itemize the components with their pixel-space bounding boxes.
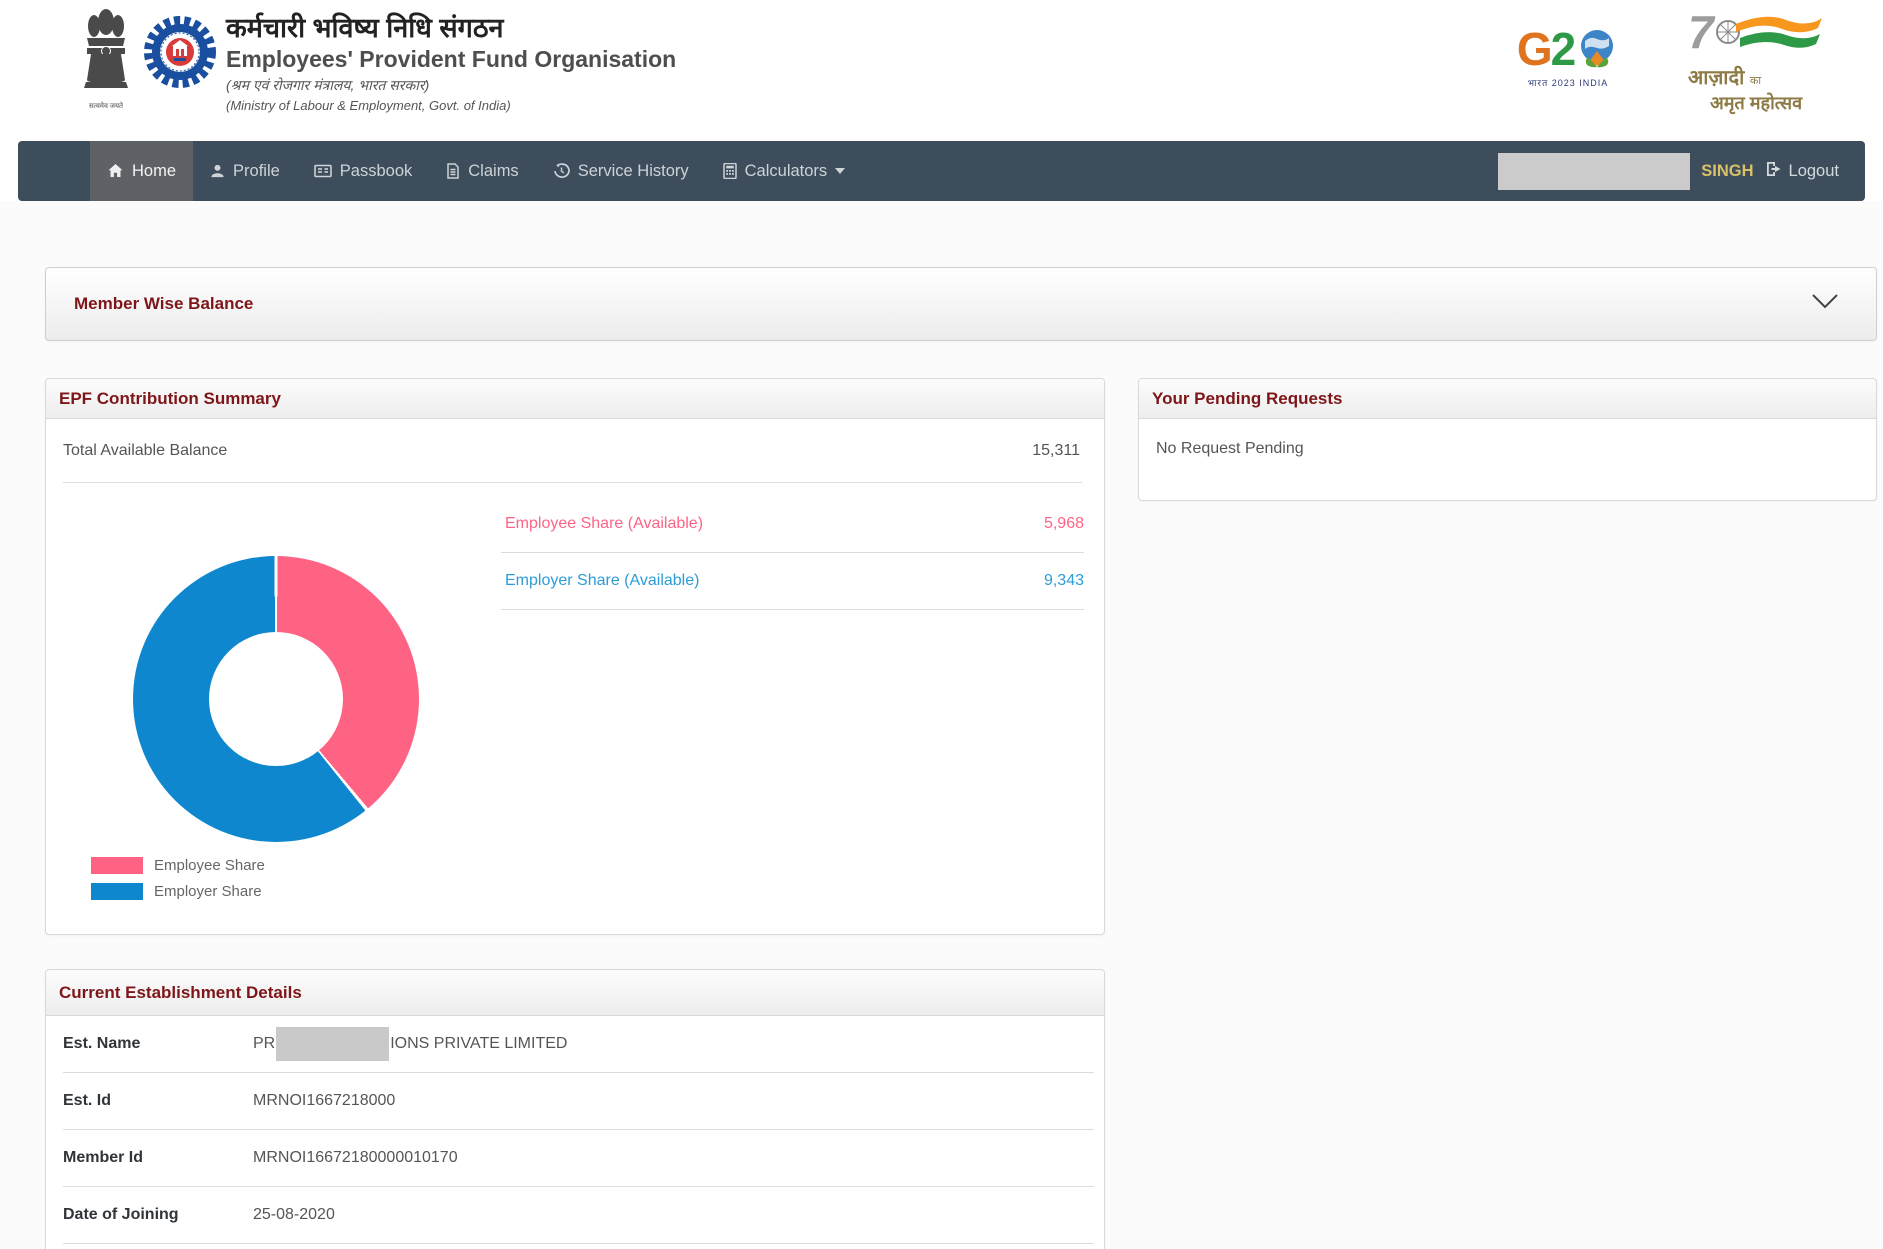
ministry-subtitle-hindi: (श्रम एवं रोजगार मंत्रालय, भारत सरकार)	[226, 77, 430, 93]
nav-item-service-history[interactable]: Service History	[536, 141, 706, 201]
india-flag-wave-icon	[1714, 10, 1824, 61]
establishment-title: Current Establishment Details	[59, 983, 302, 1002]
emblem-caption: सत्यमेव जयते	[88, 103, 124, 110]
redacted-username	[1498, 152, 1691, 190]
redacted-est-name	[276, 1027, 390, 1061]
logout-icon	[1765, 161, 1782, 182]
site-header: सत्यमेव जयते कर्मचारी भविष्य निधि संगठन …	[0, 0, 1883, 141]
member-id-label: Member Id	[63, 1149, 144, 1166]
passbook-icon	[313, 163, 332, 179]
calculator-icon	[722, 163, 737, 179]
divider	[63, 482, 1082, 483]
total-balance-value: 15,311	[1032, 442, 1080, 459]
org-title-block: कर्मचारी भविष्य निधि संगठन Employees' Pr…	[226, 12, 676, 113]
date-of-joining-value: 25-08-2020	[253, 1206, 335, 1223]
nav-item-claims[interactable]: Claims	[429, 141, 535, 201]
org-title-english: Employees' Provident Fund Organisation	[226, 46, 677, 72]
nav-item-home[interactable]: Home	[90, 141, 194, 201]
employer-share-row: Employer Share (Available) 9,343	[501, 553, 1084, 610]
ashoka-lions-icon	[83, 9, 129, 100]
employer-share-value: 9,343	[1043, 572, 1084, 589]
legend-item-employer-share[interactable]: Employer Share	[91, 883, 265, 900]
est-id-label: Est. Id	[63, 1092, 112, 1109]
employer-share-label: Employer Share (Available)	[505, 572, 700, 589]
org-title-hindi: कर्मचारी भविष्य निधि संगठन	[226, 13, 504, 43]
claims-icon	[446, 163, 460, 179]
azadi-text-line2: अमृत महोत्सव	[1710, 93, 1803, 113]
ministry-subtitle-english: (Ministry of Labour & Employment, Govt. …	[226, 98, 511, 113]
pending-requests-header: Your Pending Requests	[1139, 379, 1876, 419]
india-emblem-logo: सत्यमेव जयते	[80, 8, 132, 110]
employee-share-value: 5,968	[1043, 515, 1084, 532]
username-text: SINGH	[1701, 161, 1754, 180]
table-row-est-id: Est. Id MRNOI1667218000	[63, 1073, 1094, 1130]
divider	[501, 609, 1084, 610]
epf-summary-header: EPF Contribution Summary	[46, 379, 1104, 419]
epf-contribution-summary-panel: EPF Contribution Summary Total Available…	[45, 378, 1105, 935]
date-of-joining-label: Date of Joining	[63, 1206, 179, 1223]
divider	[501, 552, 1084, 553]
epf-summary-title: EPF Contribution Summary	[59, 389, 281, 408]
g20-digit-2: 2	[1550, 23, 1577, 75]
table-row-member-id: Member Id MRNOI16672180000010170	[63, 1130, 1094, 1187]
chevron-down-icon	[835, 168, 846, 174]
pending-requests-title: Your Pending Requests	[1152, 389, 1343, 408]
pending-requests-panel: Your Pending Requests No Request Pending	[1138, 378, 1877, 501]
expand-chevron-icon[interactable]	[1812, 294, 1838, 314]
nav-item-calculators[interactable]: Calculators	[706, 141, 863, 201]
donut-hole	[209, 632, 343, 766]
employee-share-swatch	[91, 857, 143, 874]
navbar-user-area: SINGH Logout	[1498, 141, 1839, 201]
azadi-ka-amrit-mahotsav-logo: 7 आज़ादी का अमृत महोत्	[1688, 6, 1883, 115]
pending-requests-empty-text: No Request Pending	[1156, 440, 1304, 457]
employee-share-label: Employee Share (Available)	[505, 515, 704, 532]
epfo-logo-icon	[143, 15, 217, 94]
employer-share-swatch	[91, 883, 143, 900]
est-id-value: MRNOI1667218000	[253, 1092, 396, 1109]
history-icon	[553, 163, 570, 179]
establishment-details-panel: Current Establishment Details Est. Name …	[45, 969, 1105, 1249]
navbar-items: Home Profile Passbook	[90, 141, 862, 201]
chart-legend: Employee Share Employer Share	[91, 857, 265, 909]
table-row-date-of-joining: Date of Joining 25-08-2020	[63, 1187, 1094, 1244]
main-navbar: Home Profile Passbook	[18, 141, 1865, 201]
est-name-value: PR IONS PRIVATE LIMITED	[253, 1027, 567, 1061]
g20-logo: G 2 भारत 2023 INDIA	[1498, 22, 1638, 89]
establishment-header: Current Establishment Details	[46, 970, 1104, 1016]
nav-item-passbook[interactable]: Passbook	[297, 141, 429, 201]
azadi-75-numeral: 7	[1688, 6, 1714, 58]
total-balance-label: Total Available Balance	[63, 442, 228, 459]
est-name-label: Est. Name	[63, 1035, 141, 1052]
g20-letter-g: G	[1516, 23, 1553, 75]
table-row-est-name: Est. Name PR IONS PRIVATE LIMITED	[63, 1016, 1094, 1073]
legend-item-employee-share[interactable]: Employee Share	[91, 857, 265, 874]
member-wise-balance-panel[interactable]: Member Wise Balance	[45, 267, 1877, 341]
member-id-value: MRNOI16672180000010170	[253, 1149, 458, 1166]
azadi-text-line1: आज़ादी का	[1688, 67, 1762, 89]
total-balance-row: Total Available Balance 15,311	[46, 419, 1104, 483]
g20-globe-lotus-icon	[1575, 27, 1619, 71]
contribution-donut-chart	[133, 556, 419, 842]
user-icon	[210, 163, 225, 179]
logout-button[interactable]: Logout	[1765, 161, 1839, 182]
g20-caption: भारत 2023 INDIA	[1527, 78, 1609, 88]
home-icon	[107, 163, 124, 179]
employee-share-row: Employee Share (Available) 5,968	[501, 496, 1084, 553]
member-wise-balance-title: Member Wise Balance	[74, 294, 254, 313]
nav-item-profile[interactable]: Profile	[193, 141, 297, 201]
